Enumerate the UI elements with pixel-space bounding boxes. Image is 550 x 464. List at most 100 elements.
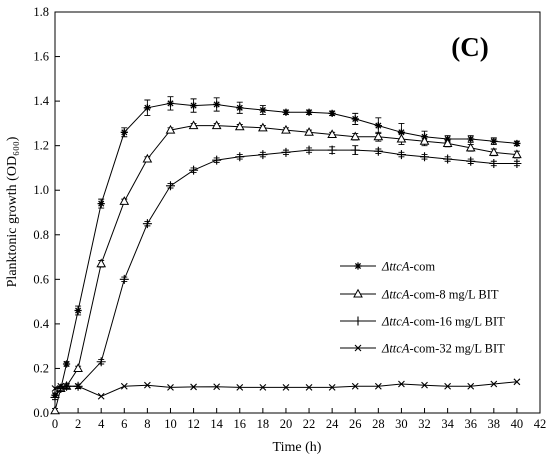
marker-star [328,109,336,117]
marker-triangle [165,124,176,134]
marker-plus [350,145,360,155]
marker-plus [258,150,268,160]
x-tick-label: 0 [52,417,58,431]
legend-item-4: ΔttcA-com-32 mg/L BIT [340,342,505,356]
y-tick-label: 1.0 [33,183,49,197]
marker-star [189,101,198,110]
marker-star [97,199,105,208]
x-tick-label: 20 [280,417,293,431]
series-line [54,125,517,411]
marker-x [305,383,313,391]
x-tick-label: 16 [234,417,247,431]
marker-plus [353,316,363,326]
marker-triangle [304,127,314,136]
marker-x [63,382,70,390]
marker-x [143,381,151,389]
y-tick-label: 0.0 [33,406,49,420]
marker-triangle [419,135,430,145]
marker-x [490,380,498,388]
marker-triangle [211,120,222,130]
x-tick-label: 22 [303,417,316,431]
marker-triangle [96,258,107,268]
marker-x [351,382,359,390]
series-3 [50,145,522,402]
marker-triangle [353,288,363,298]
marker-star [120,128,128,136]
marker-star [305,108,313,116]
marker-plus [420,152,430,162]
marker-plus [443,154,453,164]
marker-x [282,383,290,391]
marker-plus [142,219,152,229]
marker-star [143,104,151,112]
y-tick-label: 1.8 [33,5,49,19]
marker-x [51,385,59,392]
series-4 [51,378,521,400]
marker-x [74,382,82,390]
marker-x [444,382,452,390]
marker-x [213,383,221,391]
marker-plus [50,392,60,402]
legend-label: ΔttcA-com-16 mg/L BIT [381,315,505,329]
marker-x [259,383,267,391]
marker-plus [96,357,106,367]
marker-star [62,360,71,368]
marker-star [166,99,175,107]
marker-star [351,115,359,123]
panel-label: (C) [451,32,488,62]
marker-plus [281,147,291,157]
marker-x [354,344,362,352]
marker-x [374,382,382,390]
marker-x [57,382,65,390]
x-tick-label: 24 [326,417,339,431]
x-tick-label: 38 [488,417,501,431]
marker-x [167,383,174,391]
marker-triangle [373,131,384,141]
x-axis-title: Time (h) [273,440,322,455]
series-line [54,381,517,397]
series-layer [50,96,522,415]
x-tick-label: 6 [121,417,127,431]
marker-x [190,383,197,391]
x-tick-label: 12 [187,417,200,431]
marker-star [213,100,221,109]
y-tick-label: 0.4 [33,317,49,331]
marker-triangle [396,133,407,143]
marker-triangle [350,131,361,141]
marker-x [421,381,428,389]
y-tick-label: 0.2 [33,361,49,375]
marker-triangle [142,153,153,163]
marker-x [236,383,244,391]
marker-star [374,122,382,130]
marker-triangle [73,363,83,372]
marker-triangle [442,138,453,147]
y-axis-title: Planktonic growth (OD₆₀₀) [5,136,20,287]
marker-triangle [488,147,499,156]
legend-label: ΔttcA-com [381,260,435,274]
marker-triangle [512,149,522,159]
marker-triangle [327,129,337,139]
x-tick-label: 8 [144,417,150,431]
marker-star [282,108,290,116]
y-tick-label: 1.2 [33,139,49,153]
marker-x [467,382,475,390]
axis-ticks: 0 2 4 6 8 10 12 14 16 18 20 22 24 26 28 30 32 34 36 38 40 420… [33,5,546,431]
marker-star [259,106,267,114]
x-tick-label: 32 [418,417,431,431]
marker-x [97,392,105,400]
marker-plus [189,165,199,175]
marker-x [398,380,405,388]
x-tick-label: 40 [511,417,524,431]
y-tick-label: 0.6 [33,272,49,286]
marker-plus [512,158,522,168]
y-tick-label: 1.4 [33,94,49,108]
marker-star [354,262,362,270]
marker-x [120,382,128,390]
marker-plus [165,181,175,191]
marker-triangle [465,142,476,152]
legend-label: ΔttcA-com-8 mg/L BIT [381,288,499,302]
legend-item-2: ΔttcA-com-8 mg/L BIT [340,288,499,302]
marker-triangle [50,405,60,415]
x-tick-label: 10 [164,417,177,431]
x-tick-label: 36 [464,417,477,431]
